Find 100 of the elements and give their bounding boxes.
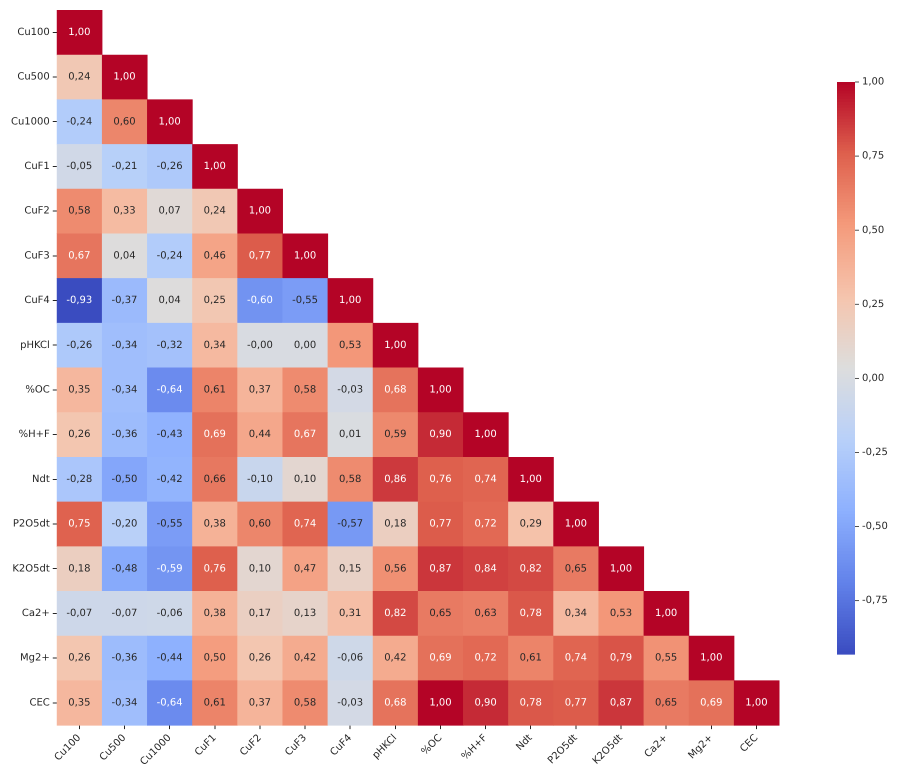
data-label: -0,26 — [156, 161, 183, 172]
data-label: 0,65 — [429, 608, 452, 619]
data-label: 0,35 — [68, 697, 90, 708]
data-label: 0,82 — [520, 563, 542, 574]
data-label: 0,38 — [204, 518, 226, 530]
data-label: 0,24 — [204, 206, 226, 217]
data-label: 0,76 — [429, 474, 452, 485]
x-tick-label: CEC — [738, 732, 760, 755]
data-label: 0,53 — [610, 608, 632, 619]
data-label: -0,59 — [156, 563, 183, 574]
data-label: 0,18 — [384, 518, 406, 530]
data-label: 0,50 — [204, 652, 226, 664]
data-label: 0,44 — [248, 429, 272, 440]
data-label: -0,03 — [337, 697, 364, 708]
data-label: 0,68 — [384, 384, 406, 396]
data-label: 0,84 — [474, 563, 497, 574]
data-label: 0,58 — [294, 384, 316, 396]
data-label: 0,04 — [113, 250, 136, 262]
data-label: 0,68 — [384, 697, 406, 708]
data-label: 0,78 — [520, 697, 542, 708]
data-label: 0,77 — [248, 250, 272, 262]
data-label: 0,17 — [248, 608, 272, 619]
data-label: 0,77 — [429, 518, 452, 530]
data-label: 0,53 — [339, 340, 362, 351]
data-label: 0,74 — [564, 652, 588, 664]
data-label: -0,57 — [337, 518, 364, 530]
y-tick-label: Ndt — [32, 474, 50, 485]
y-tick-label: Cu500 — [17, 72, 50, 83]
data-label: -0,10 — [246, 474, 273, 485]
data-label: 0,77 — [564, 697, 588, 708]
data-label: -0,07 — [112, 608, 138, 619]
data-label: -0,06 — [156, 608, 183, 619]
data-label: -0,55 — [292, 295, 318, 306]
y-tick-label: CuF4 — [24, 295, 50, 306]
data-label: -0,43 — [156, 429, 183, 440]
data-label: -0,24 — [156, 250, 183, 262]
data-label: -0,00 — [246, 340, 273, 351]
data-label: 0,59 — [384, 429, 406, 440]
data-label: -0,48 — [112, 563, 138, 574]
data-label: -0,06 — [337, 652, 364, 664]
data-label: 0,47 — [294, 563, 316, 574]
data-label: 0,76 — [204, 563, 226, 574]
data-label: -0,93 — [66, 295, 92, 306]
data-label: 0,07 — [158, 206, 181, 217]
data-label: 0,58 — [339, 474, 362, 485]
y-tick-label: pHKCl — [20, 340, 50, 351]
data-label: 1,00 — [113, 72, 136, 83]
data-label: 0,67 — [68, 250, 90, 262]
data-label: 1,00 — [520, 474, 542, 485]
y-tick-label: CEC — [29, 697, 50, 708]
data-label: 1,00 — [248, 206, 272, 217]
data-label: 0,33 — [113, 206, 136, 217]
data-label: -0,34 — [112, 340, 138, 351]
data-label: -0,64 — [156, 697, 183, 708]
data-label: 0,34 — [564, 608, 588, 619]
data-label: 1,00 — [158, 116, 181, 128]
data-label: 1,00 — [429, 384, 452, 396]
data-label: -0,55 — [156, 518, 183, 530]
color-bar-label: 0,00 — [862, 372, 884, 384]
data-label: 0,63 — [474, 608, 497, 619]
data-label: 1,00 — [429, 697, 452, 708]
data-label: 0,18 — [68, 563, 90, 574]
data-label: 0,42 — [294, 652, 316, 664]
data-label: 0,69 — [429, 652, 452, 664]
data-label: 0,38 — [204, 608, 226, 619]
data-label: -0,32 — [156, 340, 183, 351]
data-label: 0,61 — [520, 652, 542, 664]
y-tick-label: K2O5dt — [12, 563, 50, 574]
data-label: 0,58 — [68, 206, 90, 217]
data-label: -0,24 — [66, 116, 92, 128]
data-label: 0,04 — [158, 295, 181, 306]
data-label: 0,87 — [610, 697, 632, 708]
y-tick-label: CuF3 — [24, 250, 50, 262]
data-label: -0,26 — [66, 340, 92, 351]
data-label: 0,78 — [520, 608, 542, 619]
y-tick-label: Ca2+ — [22, 608, 50, 619]
data-label: 0,15 — [339, 563, 362, 574]
data-label: 1,00 — [474, 429, 497, 440]
data-label: 0,46 — [204, 250, 226, 262]
data-label: 0,66 — [204, 474, 226, 485]
data-label: 1,00 — [700, 652, 722, 664]
data-label: -0,50 — [112, 474, 138, 485]
data-label: 1,00 — [204, 161, 226, 172]
color-bar-label: -0,75 — [862, 595, 888, 606]
data-label: 0,75 — [68, 518, 90, 530]
color-bar-label: 0,75 — [862, 150, 884, 162]
data-label: 0,74 — [474, 474, 497, 485]
data-label: 0,69 — [700, 697, 722, 708]
data-label: 0,67 — [294, 429, 316, 440]
data-label: -0,21 — [112, 161, 138, 172]
data-label: 1,00 — [68, 26, 90, 38]
data-label: 1,00 — [564, 518, 588, 530]
data-label: 0,58 — [294, 697, 316, 708]
y-tick-label: CuF1 — [24, 161, 50, 172]
data-label: 0,82 — [384, 608, 406, 619]
data-label: -0,34 — [112, 384, 138, 396]
y-tick-label: CuF2 — [24, 206, 50, 217]
data-label: 1,00 — [610, 563, 632, 574]
data-label: -0,34 — [112, 697, 138, 708]
data-label: 0,10 — [248, 563, 272, 574]
